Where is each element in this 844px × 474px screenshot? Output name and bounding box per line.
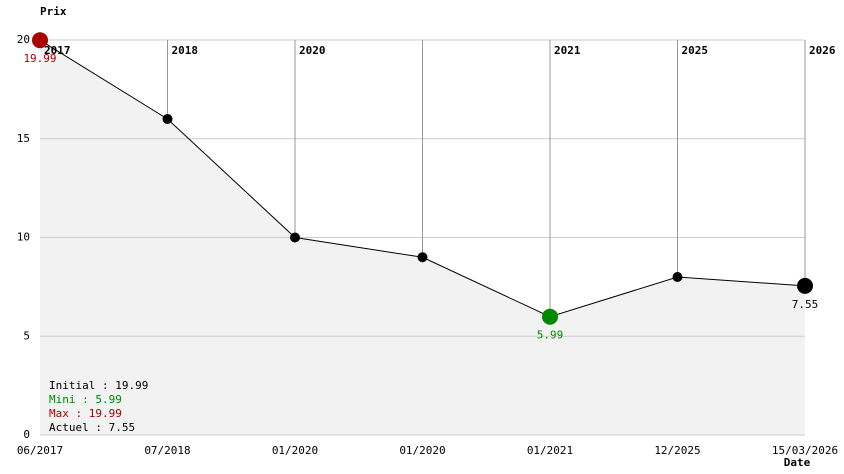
x-tick-label: 15/03/2026 [772,444,838,457]
y-axis-title: Prix [40,5,67,18]
x-tick-label: 01/2021 [527,444,573,457]
x-tick-label: 01/2020 [272,444,318,457]
point [32,32,48,49]
y-tick-label: 0 [23,428,30,441]
value-label: 19.99 [23,52,56,65]
point [417,252,428,263]
year-label: 2025 [682,44,709,57]
y-tick-label: 5 [23,329,30,342]
year-label: 2020 [299,44,326,57]
year-label: 2018 [172,44,199,57]
point [542,308,558,325]
x-tick-label: 01/2020 [399,444,445,457]
x-axis-title: Date [784,456,811,469]
summary-line: Actuel : 7.55 [49,421,135,434]
summary-line: Initial : 19.99 [49,379,148,392]
point [672,272,683,282]
point [162,114,173,124]
summary-line: Mini : 5.99 [49,393,122,406]
value-label: 7.55 [792,298,819,311]
y-tick-label: 20 [17,33,30,46]
x-tick-label: 12/2025 [654,444,700,457]
value-label: 5.99 [537,329,564,342]
x-tick-label: 07/2018 [144,444,190,457]
year-label: 2026 [809,44,836,57]
y-tick-label: 10 [17,231,30,244]
point [797,277,813,294]
year-label: 2021 [554,44,581,57]
y-tick-label: 15 [17,132,30,145]
x-tick-label: 06/2017 [17,444,63,457]
summary-line: Max : 19.99 [49,407,122,420]
point [290,232,300,243]
